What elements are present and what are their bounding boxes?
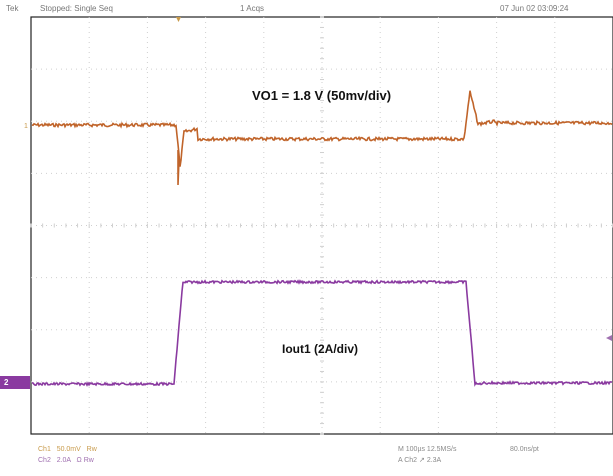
ch2-flag: Rw bbox=[83, 457, 94, 464]
ch1-trace bbox=[31, 90, 613, 186]
acquisition-state: Stopped: Single Seq bbox=[40, 4, 113, 13]
ch1-name: Ch1 bbox=[38, 446, 51, 453]
ch1-scale: 50.0mV bbox=[56, 446, 81, 453]
trigger-readout: A Ch2 ↗ 2.3A bbox=[398, 457, 442, 464]
ch2-extra: Ω bbox=[76, 457, 82, 464]
ch2-readout: Ch2 2.0A Ω Rw bbox=[38, 456, 94, 465]
trigger-level-marker bbox=[606, 335, 612, 341]
timebase-readout: M 100µs 12.5MS/s bbox=[398, 446, 457, 453]
ch2-scale: 2.0A bbox=[56, 457, 71, 464]
ch1-readout: Ch1 50.0mV Rw bbox=[38, 445, 97, 454]
status-bar: Tek Stopped: Single Seq 1 Acqs 07 Jun 02… bbox=[0, 0, 613, 16]
ch2-marker-block bbox=[0, 376, 30, 389]
ch1-annotation: VO1 = 1.8 V (50mv/div) bbox=[252, 88, 392, 103]
tek-label: Tek bbox=[6, 4, 19, 13]
ch2-annotation: Iout1 (2A/div) bbox=[282, 342, 359, 356]
timestamp: 07 Jun 02 03:09:24 bbox=[500, 4, 569, 13]
ch2-name: Ch2 bbox=[38, 457, 51, 464]
ch1-flag: Rw bbox=[86, 446, 97, 453]
acquisition-count: 1 Acqs bbox=[240, 4, 265, 13]
ch2-marker-label: 2 bbox=[4, 378, 9, 387]
trigger-position-marker bbox=[176, 17, 181, 22]
ch1-level-tick: 1 bbox=[24, 123, 28, 130]
ch2-trace bbox=[31, 279, 613, 387]
record-readout: 80.0ns/pt bbox=[510, 446, 539, 453]
